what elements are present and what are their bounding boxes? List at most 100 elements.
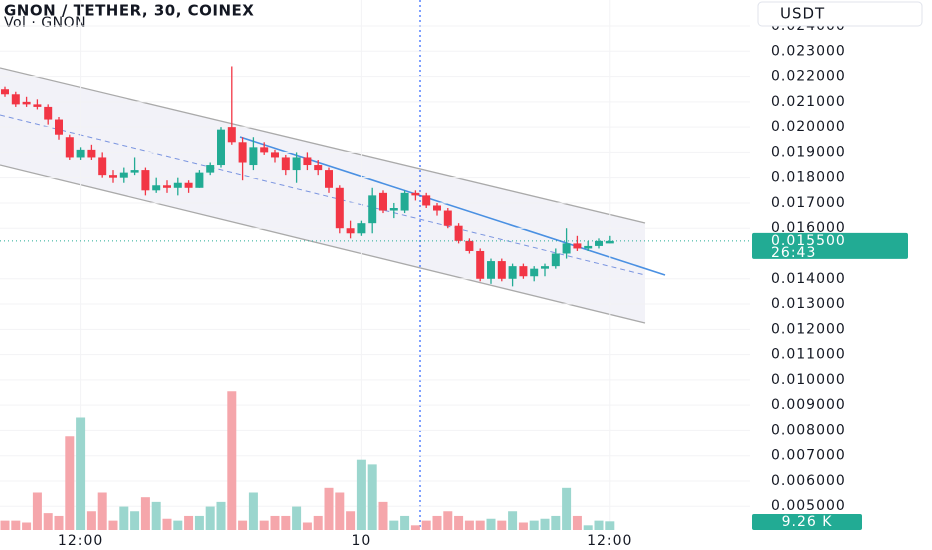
candle-body [152,185,161,191]
candle-body [249,147,258,166]
y-tick-label: 0.007000 [771,448,846,464]
volume-bar [454,515,464,530]
volume-bar [335,492,345,530]
candle-body [281,157,290,171]
volume-bar [497,520,507,530]
candle-body [141,170,150,191]
volume-bar [464,520,474,530]
y-tick-label: 0.019000 [771,144,846,160]
volume-bar [378,501,388,530]
volume-bar [259,520,269,530]
volume-bar [205,506,215,530]
volume-bar [86,511,96,530]
volume-bar [324,487,334,530]
channel-lower [0,164,646,324]
channel [0,67,666,324]
candle-body [33,104,42,107]
candle-body [530,268,539,277]
candle-body [195,172,204,188]
candle-body [98,157,107,176]
y-tick-label: 0.022000 [771,69,846,85]
candle-body [227,127,236,143]
volume-bar [594,520,604,530]
currency: USDT [780,5,825,23]
y-tick-label: 0.012000 [771,321,846,337]
candle-body [551,253,560,267]
volume-bar [97,492,107,530]
volume-bar [151,501,161,530]
volume-bar [540,518,550,530]
volume-bar [227,391,237,530]
candle-body [411,192,420,196]
candle-body [422,195,431,206]
volume-bar [130,511,140,530]
candle-body [87,149,96,158]
candle-body [314,165,323,171]
volume-bar [0,520,10,530]
volume-bar [367,464,377,530]
volume-bar [562,487,572,530]
volume-bar [173,520,183,530]
price-label: 0.015500 [771,233,846,249]
y-tick-label: 0.014000 [771,271,846,287]
volume-bar [583,525,593,530]
volume-bar [421,520,431,530]
candle-body [184,182,193,188]
candle-body [573,243,582,249]
volume-bar [140,497,150,530]
currency-frame [757,1,923,27]
volume-bar [248,492,258,530]
volume-bar [346,511,356,530]
candle-body [487,261,495,279]
candle-body [476,250,485,279]
volume-bar [76,417,86,530]
volume-bar [270,515,280,530]
candle-body [508,266,517,279]
volume-bar [119,506,129,530]
volume-bar [43,513,53,530]
candle-body [55,119,63,135]
volume-bar [302,522,312,530]
volume-bar [356,459,366,530]
candle-body [389,208,398,211]
volume-bar [194,515,204,530]
candle-body [238,142,247,163]
candle-body [465,240,474,251]
currency-box[interactable]: USDT [757,1,923,27]
volume-bar [313,515,323,530]
y-tick-label: 0.010000 [771,372,846,388]
candle-body [217,129,225,166]
candle-body [584,245,593,249]
y-tick-label: 0.016000 [771,220,846,236]
candle-body [173,182,182,188]
chart-title: GNON / TETHER, 30, COINEX [4,2,254,20]
candle-body [605,240,614,244]
candle-body [325,170,333,188]
volume-bar [216,501,226,530]
x-tick-label: 10 [351,533,371,549]
y-tick-label: 0.011000 [771,347,846,363]
candle-body [11,94,20,105]
volume-title: Vol · GNON [4,15,86,31]
y-tick-label: 0.021000 [771,94,846,110]
candle-body [22,101,31,105]
candle-body [109,175,117,178]
candle-body [346,228,355,234]
volume-bar [518,522,528,530]
candle-body [595,240,603,246]
volume-bar [22,522,32,530]
volume-bar [32,492,42,530]
y-tick-label: 0.006000 [771,473,846,489]
volume-bar [389,520,399,530]
channel-fill [0,68,645,323]
volume-bar [443,511,453,530]
candle-body [76,149,85,158]
y-tick-label: 0.009000 [771,397,846,413]
candle-body [400,192,409,211]
volume-bar [551,515,561,530]
candle-body [562,243,571,254]
volume-bar [605,521,615,530]
price-box [752,232,908,259]
y-tick-label: 0.020000 [771,119,846,135]
